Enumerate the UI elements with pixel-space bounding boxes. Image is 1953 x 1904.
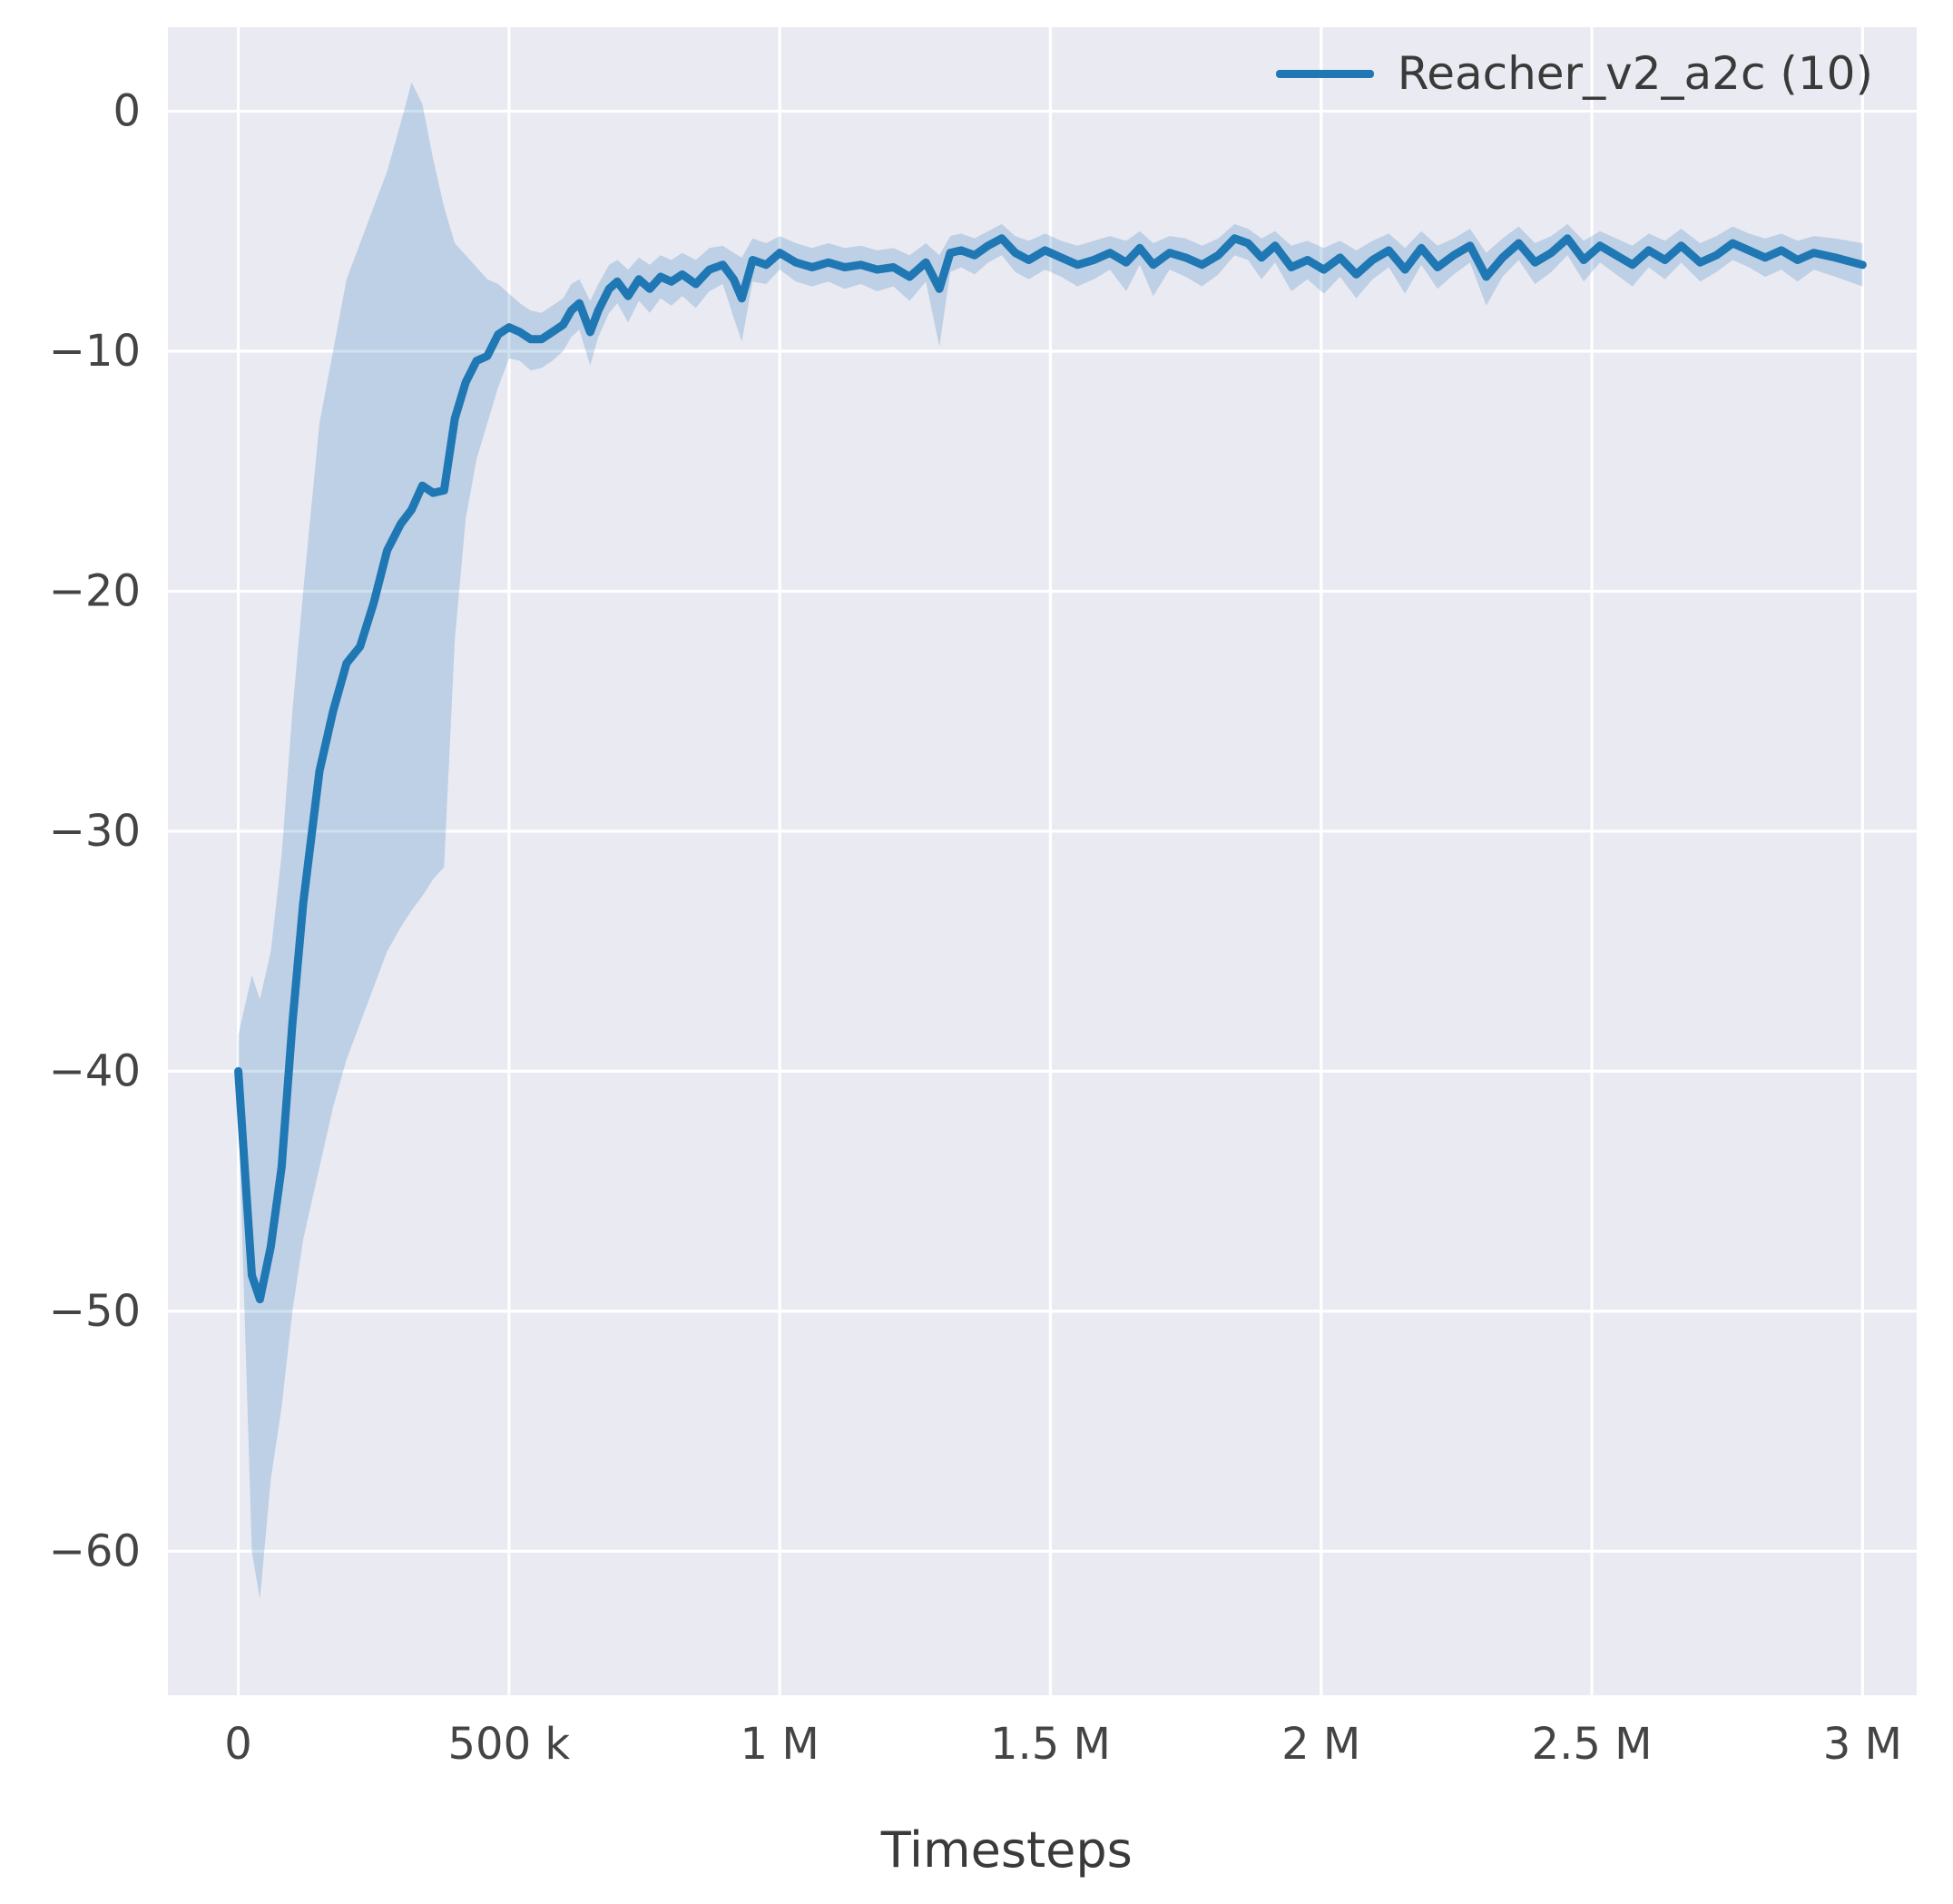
legend-label: Reacher_v2_a2c (10) (1397, 47, 1873, 100)
x-axis-label: Timesteps (880, 1821, 1133, 1879)
y-tick-label: −20 (49, 565, 141, 616)
x-tick-label: 1 M (741, 1719, 819, 1770)
y-tick-label: 0 (113, 86, 141, 137)
x-tick-label: 500 k (448, 1719, 571, 1770)
mean-line (234, 234, 1867, 1304)
x-tick-label: 2 M (1281, 1719, 1360, 1770)
legend: Reacher_v2_a2c (10) (1275, 47, 1873, 100)
y-tick-label: −60 (49, 1526, 141, 1576)
x-tick-label: 0 (224, 1719, 252, 1770)
y-tick-label: −40 (49, 1045, 141, 1096)
y-tick-label: −30 (49, 806, 141, 857)
y-tick-label: −50 (49, 1286, 141, 1337)
x-tick-label: 2.5 M (1532, 1719, 1653, 1770)
plot-area (168, 27, 1917, 1695)
confidence-band (238, 82, 1863, 1600)
x-tick-label: 3 M (1823, 1719, 1902, 1770)
y-tick-label: −10 (49, 326, 141, 377)
legend-line-swatch (1275, 69, 1374, 78)
x-tick-label: 1.5 M (990, 1719, 1111, 1770)
